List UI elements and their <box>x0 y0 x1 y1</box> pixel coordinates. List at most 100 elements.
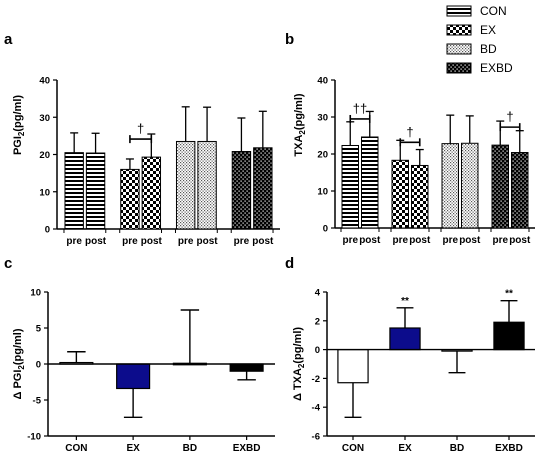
panel-b-x-tick-label: pre <box>492 235 508 246</box>
panel-b-ylabel: TXA2(pg/ml) <box>293 93 307 156</box>
panel-d-ylabel-sub: 2 <box>297 363 306 368</box>
panel-b-bar-exbd-post <box>511 152 529 229</box>
panel-d-y-tick-label: -4 <box>312 403 321 414</box>
panel-d-sig-label: ** <box>505 289 513 300</box>
legend: CON EX BD EXBD <box>446 4 513 75</box>
panel-c-category-label: CON <box>65 443 87 454</box>
panel-d-y-tick-label: 2 <box>315 316 320 327</box>
panel-c-ylabel-sub: 2 <box>17 365 26 370</box>
panel-a-bar-bd-pre <box>175 140 196 230</box>
panel-c-ylabel: Δ PGI2(pg/ml) <box>12 328 26 399</box>
panel-a-bar-bd-post <box>197 140 217 230</box>
panel-a-y-tick-label: 40 <box>39 76 50 87</box>
legend-label-exbd: EXBD <box>480 61 513 75</box>
panel-c-y-tick-label: 10 <box>30 288 41 299</box>
panel-letter-a: a <box>4 31 13 48</box>
panel-d-bar-con <box>337 349 369 384</box>
panel-d-ylabel: Δ TXA2(pg/ml) <box>292 327 306 401</box>
panel-d-category-label: BD <box>450 443 464 454</box>
legend-label-con: CON <box>480 4 507 18</box>
panel-b-y-tick-label: 40 <box>317 76 328 87</box>
panel-a-bar-con-post <box>85 152 106 230</box>
panel-d-ylabel-unit: (pg/ml) <box>292 327 304 364</box>
panel-d-sig-label: ** <box>401 296 409 307</box>
panel-b-y-tick-label: 0 <box>323 224 328 235</box>
panel-c-y-tick-label: -5 <box>33 396 42 407</box>
panel-b-y-tick-label: 20 <box>317 150 328 161</box>
panel-b-bar-exbd-pre <box>491 144 509 229</box>
legend-swatch-con <box>446 5 472 17</box>
panel-d-ylabel-main: TXA <box>292 368 304 390</box>
panel-a-bar-exbd-post <box>253 147 273 230</box>
panel-c-y-tick-label: -10 <box>27 432 41 443</box>
panel-b-x-tick-label: post <box>359 235 381 246</box>
panel-b-bar-con-post <box>361 136 379 229</box>
panel-d-ylabel-prefix: Δ <box>292 393 304 401</box>
panel-letter-b: b <box>285 31 294 48</box>
panel-d-category-label: CON <box>342 443 364 454</box>
panel-b-bar-ex-post <box>411 164 429 229</box>
panel-letter-d: d <box>285 255 294 272</box>
panel-b-x-tick-label: post <box>459 235 481 246</box>
panel-b-bar-bd-pre <box>441 143 459 229</box>
panel-b-y-tick-label: 10 <box>317 187 328 198</box>
legend-label-ex: EX <box>480 23 496 37</box>
panel-b-ylabel-main: TXA <box>293 135 305 157</box>
legend-swatch-ex <box>446 24 472 36</box>
panel-c-ylabel-prefix: Δ <box>12 392 24 400</box>
panel-b-x-tick-label: pre <box>392 235 408 246</box>
legend-swatch-exbd <box>446 62 472 74</box>
panel-b-x-tick-label: pre <box>342 235 358 246</box>
panel-a-x-tick-label: pre <box>234 236 250 247</box>
panel-b-sig-label: †† <box>353 101 367 116</box>
legend-swatch-bd <box>446 43 472 55</box>
panel-b-x-tick-label: post <box>509 235 531 246</box>
panel-b-x-tick-label: pre <box>442 235 458 246</box>
legend-label-bd: BD <box>480 42 497 56</box>
panel-a-y-tick-label: 30 <box>39 113 50 124</box>
panel-a-x-tick-label: pre <box>178 236 194 247</box>
panel-d-y-tick-label: -6 <box>312 432 320 443</box>
panel-c-category-label: BD <box>183 443 197 454</box>
panel-a-x-tick-label: pre <box>122 236 138 247</box>
panel-d-y-tick-label: -2 <box>312 374 320 385</box>
panel-c-bar-ex <box>116 363 151 390</box>
panel-d-bar-ex <box>389 327 421 351</box>
panel-c-ylabel-main: PGI <box>12 370 24 389</box>
panel-letter-c: c <box>4 255 12 272</box>
panel-c-category-label: EX <box>126 443 140 454</box>
panel-a-y-tick-label: 0 <box>45 225 50 236</box>
panel-b-y-tick-label: 30 <box>317 113 328 124</box>
panel-d-y-tick-label: 0 <box>315 345 320 356</box>
panel-b-bar-ex-pre <box>391 159 409 229</box>
panel-d-category-label: EXBD <box>495 443 523 454</box>
panel-b-bar-bd-post <box>461 142 479 229</box>
panel-a-x-tick-label: post <box>141 236 163 247</box>
panel-a-ylabel-sub: 2 <box>17 131 26 136</box>
panel-b-sig-label: † <box>406 124 413 139</box>
panel-a-x-tick-label: post <box>85 236 107 247</box>
panel-a-x-tick-label: pre <box>66 236 82 247</box>
panel-c-ylabel-unit: (pg/ml) <box>12 328 24 365</box>
panel-d-category-label: EX <box>398 443 412 454</box>
panel-c-y-tick-label: 5 <box>36 324 42 335</box>
panel-a-bar-exbd-pre <box>231 151 252 230</box>
panel-a-bar-ex-post <box>141 156 162 230</box>
panel-a-y-tick-label: 10 <box>39 187 50 198</box>
panel-b-bar-con-pre <box>341 144 359 229</box>
panel-a-ylabel-unit: (pg/ml) <box>12 95 24 132</box>
panel-b-ylabel-sub: 2 <box>298 130 307 135</box>
panel-d-bar-exbd <box>493 321 525 351</box>
panel-b-x-tick-label: post <box>409 235 431 246</box>
panel-c-y-tick-label: 0 <box>36 360 41 371</box>
panel-a-ylabel: PGI2(pg/ml) <box>12 95 26 155</box>
panel-a-y-tick-label: 20 <box>39 150 50 161</box>
panel-c-category-label: EXBD <box>233 443 261 454</box>
panel-a-x-tick-label: post <box>197 236 219 247</box>
panel-a-bar-con-pre <box>64 152 84 230</box>
panel-b-ylabel-unit: (pg/ml) <box>293 93 305 130</box>
panel-c-bar-exbd <box>229 363 264 372</box>
panel-a-x-tick-label: post <box>252 236 274 247</box>
panel-d-y-tick-label: 4 <box>315 288 321 299</box>
